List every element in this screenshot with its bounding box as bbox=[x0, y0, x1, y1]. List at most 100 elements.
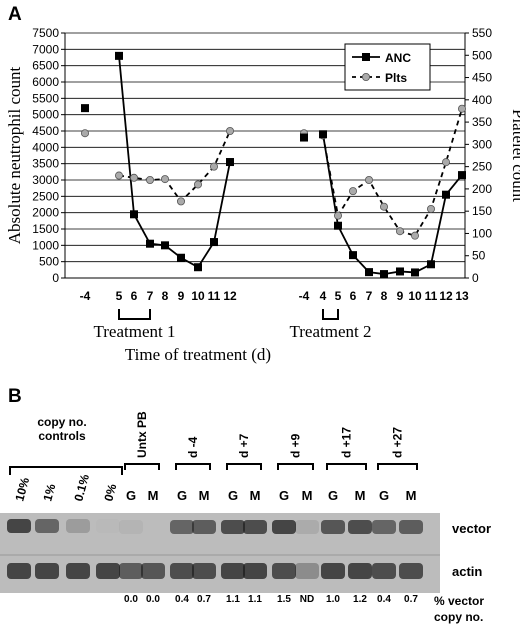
anc-platelet-chart: 0500100015002000250030003500400045005000… bbox=[5, 26, 520, 364]
anc-point bbox=[226, 158, 234, 167]
anc-point bbox=[319, 130, 327, 139]
actin-band bbox=[272, 563, 296, 579]
y2-tick-label: 400 bbox=[472, 93, 492, 107]
copy-control-label: 1% bbox=[40, 482, 58, 503]
actin-band bbox=[221, 563, 245, 579]
vector-band bbox=[221, 520, 245, 534]
lane-label: G bbox=[279, 488, 289, 503]
group-label: d -4 bbox=[186, 436, 200, 458]
lane-label: G bbox=[177, 488, 187, 503]
x-tick-label: 5 bbox=[116, 289, 123, 303]
group-label: d +9 bbox=[289, 433, 303, 458]
y-tick-label: 1500 bbox=[32, 222, 59, 236]
x-tick-label: 11 bbox=[208, 289, 221, 303]
anc-point bbox=[458, 171, 466, 180]
x-tick-label: 12 bbox=[223, 289, 237, 303]
panel-b-letter: B bbox=[8, 386, 22, 407]
y2-axis-label: Platelet count bbox=[509, 109, 520, 202]
anc-point bbox=[210, 238, 218, 247]
actin-band bbox=[170, 563, 194, 579]
vector-band bbox=[321, 520, 345, 534]
y-tick-label: 1000 bbox=[32, 238, 59, 252]
y-tick-label: 7500 bbox=[32, 26, 59, 40]
lane-label: M bbox=[406, 488, 417, 503]
percent-value: 1.0 bbox=[326, 594, 340, 605]
y2-tick-label: 450 bbox=[472, 71, 492, 85]
copy-controls-label: controls bbox=[38, 429, 86, 443]
anc-point bbox=[194, 263, 202, 272]
y-tick-label: 4500 bbox=[32, 124, 59, 138]
copy-control-label: 0.1% bbox=[71, 472, 92, 502]
anc-point bbox=[161, 241, 169, 250]
lane-label: M bbox=[302, 488, 313, 503]
treatment-bracket bbox=[322, 309, 339, 320]
treatment-label: Treatment 2 bbox=[289, 322, 371, 341]
legend-anc-label: ANC bbox=[385, 51, 411, 65]
anc-point bbox=[427, 260, 435, 269]
percent-value: 1.1 bbox=[226, 594, 240, 605]
anc-point bbox=[300, 133, 308, 142]
actin-band bbox=[243, 563, 267, 579]
plts-point bbox=[333, 211, 342, 220]
plts-point bbox=[115, 171, 124, 180]
anc-point bbox=[146, 239, 154, 248]
x-tick-label: 13 bbox=[455, 289, 469, 303]
percent-value: 0.7 bbox=[197, 594, 211, 605]
vector-band bbox=[372, 520, 396, 534]
actin-band bbox=[141, 563, 165, 579]
anc-point bbox=[177, 253, 185, 262]
vector-band bbox=[272, 520, 296, 534]
anc-point bbox=[81, 104, 89, 113]
vector-band bbox=[119, 520, 143, 534]
y2-tick-label: 100 bbox=[472, 226, 492, 240]
x-tick-label: 12 bbox=[439, 289, 453, 303]
plts-point bbox=[145, 175, 154, 184]
plts-point bbox=[379, 202, 388, 211]
y-tick-label: 7000 bbox=[32, 42, 59, 56]
plts-point bbox=[364, 175, 373, 184]
actin-band bbox=[399, 563, 423, 579]
actin-band bbox=[66, 563, 90, 579]
plts-point bbox=[225, 127, 234, 136]
lane-label: G bbox=[228, 488, 238, 503]
y-tick-label: 6000 bbox=[32, 75, 59, 89]
plts-point bbox=[410, 231, 419, 240]
y2-tick-label: 350 bbox=[472, 115, 492, 129]
treatment-label: Treatment 1 bbox=[93, 322, 175, 341]
percent-value: 1.2 bbox=[353, 594, 367, 605]
copy-control-label: 0% bbox=[101, 482, 119, 503]
group-label: d +17 bbox=[340, 427, 354, 458]
panel-a-letter: A bbox=[8, 4, 22, 25]
x-tick-label: 7 bbox=[366, 289, 373, 303]
group-label: d +7 bbox=[237, 433, 251, 458]
plts-point bbox=[160, 175, 169, 184]
percent-value: 1.1 bbox=[248, 594, 262, 605]
group-label: d +27 bbox=[391, 427, 405, 458]
y-tick-label: 5000 bbox=[32, 108, 59, 122]
y-tick-label: 2500 bbox=[32, 189, 59, 203]
vector-row-label: vector bbox=[452, 521, 491, 536]
copy-controls-label: copy no. bbox=[37, 415, 86, 429]
percent-value: 1.5 bbox=[277, 594, 291, 605]
actin-band bbox=[7, 563, 31, 579]
x-tick-label: 8 bbox=[381, 289, 388, 303]
y-tick-label: 3500 bbox=[32, 157, 59, 171]
x-axis-label: Time of treatment (d) bbox=[125, 345, 271, 364]
plts-point bbox=[348, 187, 357, 196]
group-bracket bbox=[326, 463, 367, 470]
y-tick-label: 4000 bbox=[32, 140, 59, 154]
anc-point bbox=[442, 190, 450, 199]
pct-label-line2: copy no. bbox=[434, 610, 483, 624]
x-tick-label: 7 bbox=[147, 289, 154, 303]
actin-band bbox=[372, 563, 396, 579]
y-tick-label: 5500 bbox=[32, 91, 59, 105]
percent-value: 0.4 bbox=[377, 594, 391, 605]
pct-label-line1: % vector bbox=[434, 594, 484, 608]
y2-tick-label: 250 bbox=[472, 160, 492, 174]
vector-band bbox=[348, 520, 372, 534]
treatment-bracket bbox=[118, 309, 151, 320]
plts-point bbox=[129, 173, 138, 182]
vector-band bbox=[192, 520, 216, 534]
vector-band bbox=[243, 520, 267, 534]
vector-band bbox=[170, 520, 194, 534]
